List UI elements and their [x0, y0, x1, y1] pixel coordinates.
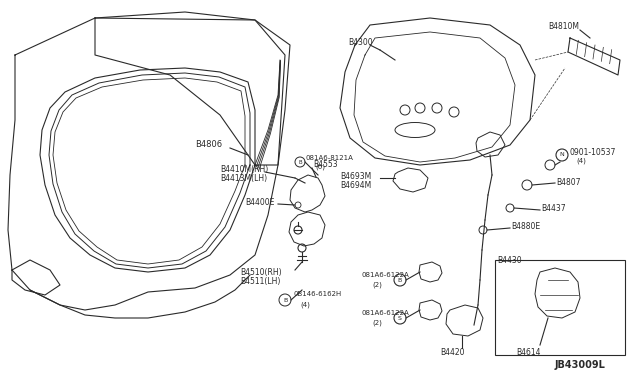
Text: 081A6-6122A: 081A6-6122A	[362, 310, 410, 316]
Text: B4400E: B4400E	[245, 198, 275, 207]
Text: B4437: B4437	[541, 204, 566, 213]
Text: B4420: B4420	[440, 348, 465, 357]
Text: (2): (2)	[372, 320, 382, 327]
Text: (4): (4)	[300, 302, 310, 308]
Text: B4510(RH): B4510(RH)	[240, 268, 282, 277]
Text: JB43009L: JB43009L	[555, 360, 606, 370]
Text: B4693M: B4693M	[340, 172, 371, 181]
Text: 081A6-8121A: 081A6-8121A	[306, 155, 354, 161]
Text: 0901-10537: 0901-10537	[569, 148, 616, 157]
Text: B4413M(LH): B4413M(LH)	[220, 174, 267, 183]
Text: B: B	[298, 160, 302, 164]
Text: B4430: B4430	[497, 256, 522, 265]
Text: S: S	[398, 315, 402, 321]
Text: B4810M: B4810M	[548, 22, 579, 31]
Text: B4807: B4807	[556, 178, 580, 187]
Text: B4511(LH): B4511(LH)	[240, 277, 280, 286]
Text: N: N	[559, 153, 564, 157]
Text: B: B	[398, 278, 402, 282]
Text: (6): (6)	[315, 163, 325, 170]
Text: 081A6-6122A: 081A6-6122A	[362, 272, 410, 278]
Bar	[495, 260, 625, 355]
Text: B4694M: B4694M	[340, 181, 371, 190]
Text: B: B	[283, 298, 287, 302]
Text: (4): (4)	[576, 158, 586, 164]
Text: B4806: B4806	[195, 140, 222, 149]
Text: B4880E: B4880E	[511, 222, 540, 231]
Text: B4614: B4614	[516, 348, 541, 357]
Text: (2): (2)	[372, 282, 382, 289]
Text: 0B146-6162H: 0B146-6162H	[293, 291, 341, 297]
Text: B4553: B4553	[313, 160, 338, 169]
Text: B4410M(RH): B4410M(RH)	[220, 165, 268, 174]
Text: B4300: B4300	[348, 38, 372, 47]
